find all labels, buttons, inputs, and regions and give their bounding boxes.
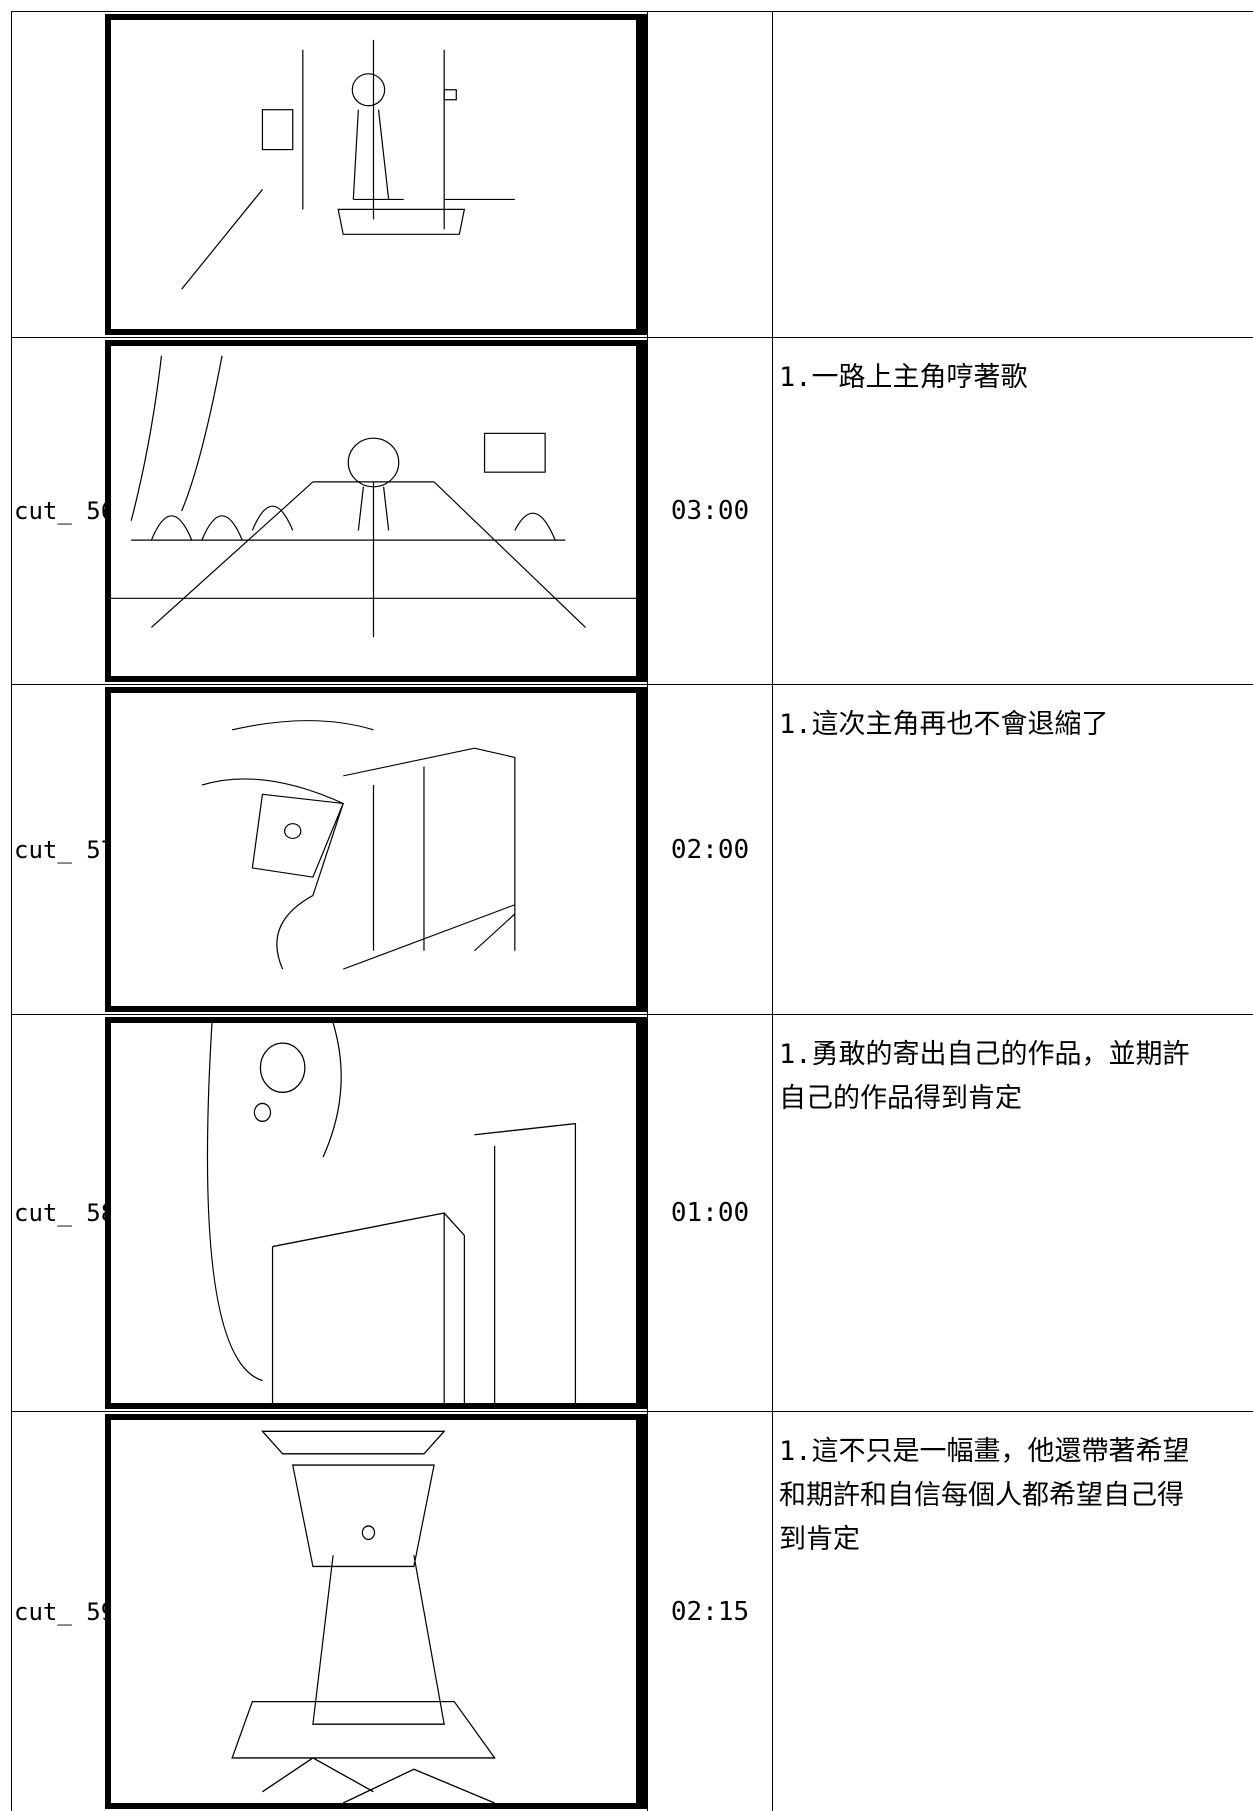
description-line: 1.這不只是一幅畫，他還帶著希望 — [779, 1436, 1190, 1467]
sketch — [105, 1414, 647, 1809]
sketch — [105, 340, 647, 682]
cut-label: cut_ 58 — [14, 1199, 116, 1227]
description: 1.這次主角再也不會退縮了 — [779, 703, 1109, 747]
description: 1.這不只是一幅畫，他還帶著希望 和期許和自信每個人都希望自己得 到肯定 — [779, 1430, 1190, 1562]
cut-label: cut_ 56 — [14, 497, 116, 525]
storyboard-row: cut_ 56 03:00 1.一路上主角哼著歌 — [11, 337, 1253, 684]
description-line: 到肯定 — [779, 1524, 860, 1555]
image-cell — [101, 1015, 647, 1411]
storyboard-row: cut_ 58 01:00 1.勇敢的寄出自己的作品，並期許 自己的作品得到肯定 — [11, 1014, 1253, 1411]
description-line: 自己的作品得到肯定 — [779, 1083, 1022, 1114]
time-cell — [647, 12, 772, 337]
cut-label: cut_ 59 — [14, 1597, 116, 1626]
duration: 02:15 — [670, 1596, 750, 1627]
time-cell: 01:00 — [647, 1015, 772, 1411]
sketch — [105, 687, 647, 1012]
sketch — [105, 14, 647, 335]
time-cell: 02:00 — [647, 685, 772, 1014]
storyboard-row: cut_ 59 02:15 1.這不只是一幅畫，他還帶著希望 和期許和自信每個人都希望… — [11, 1411, 1253, 1811]
storyboard-row: cut_ 57 02:00 1.這次主角再也不會退縮了 — [11, 684, 1253, 1014]
cut-cell: cut_ 57 — [11, 685, 115, 1014]
duration: 01:00 — [670, 1198, 750, 1228]
description: 1.勇敢的寄出自己的作品，並期許 自己的作品得到肯定 — [779, 1033, 1190, 1121]
cut-cell — [11, 12, 101, 337]
description-cell: 1.這次主角再也不會退縮了 — [772, 685, 1253, 1014]
duration: 03:00 — [670, 496, 750, 526]
description-cell: 1.一路上主角哼著歌 — [772, 338, 1253, 684]
description-cell: 1.勇敢的寄出自己的作品，並期許 自己的作品得到肯定 — [772, 1015, 1253, 1411]
cut-label: cut_ 57 — [14, 835, 116, 864]
description-line: 和期許和自信每個人都希望自己得 — [779, 1480, 1184, 1511]
time-cell: 02:15 — [647, 1412, 772, 1811]
cut-cell: cut_ 59 — [11, 1412, 115, 1811]
image-cell — [101, 12, 647, 337]
page: (() => { const data = JSON.parse(documen… — [11, 11, 1253, 1811]
time-cell: 03:00 — [647, 338, 772, 684]
description-cell: 1.這不只是一幅畫，他還帶著希望 和期許和自信每個人都希望自己得 到肯定 — [772, 1412, 1253, 1811]
description-cell — [772, 12, 1253, 337]
cut-cell: cut_ 58 — [11, 1015, 115, 1411]
image-cell — [101, 1412, 647, 1811]
description-line: 1.這次主角再也不會退縮了 — [779, 709, 1109, 740]
sketch — [105, 1017, 647, 1409]
image-cell — [101, 685, 647, 1014]
description-line: 1.勇敢的寄出自己的作品，並期許 — [779, 1039, 1190, 1070]
cut-cell: cut_ 56 — [11, 338, 115, 684]
description: 1.一路上主角哼著歌 — [779, 356, 1028, 400]
storyboard-row — [11, 11, 1253, 337]
description-line: 1.一路上主角哼著歌 — [779, 362, 1028, 393]
image-cell — [101, 338, 647, 684]
duration: 02:00 — [670, 834, 750, 865]
